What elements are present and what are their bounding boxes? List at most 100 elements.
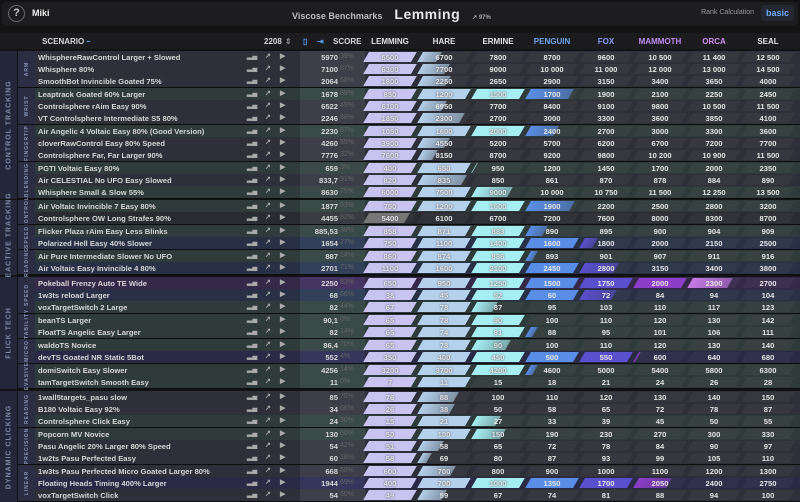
leaderboard-icon[interactable]: ▂▄ (247, 151, 258, 158)
table-row[interactable]: Polarized Hell Easy 40% Slower ▂▄ ↗ ▶ 1654 27… (35, 237, 800, 249)
play-icon[interactable]: ▶ (280, 164, 286, 171)
trend-icon[interactable]: ↗ (265, 405, 271, 412)
leaderboard-icon[interactable]: ▂▄ (247, 114, 258, 121)
play-icon[interactable]: ▶ (280, 366, 286, 373)
leaderboard-icon[interactable]: ▂▄ (247, 202, 258, 209)
leaderboard-icon[interactable]: ▂▄ (247, 393, 258, 400)
trend-icon[interactable]: ↗ (265, 491, 271, 498)
play-icon[interactable]: ▶ (280, 127, 286, 134)
trend-icon[interactable]: ↗ (265, 188, 271, 195)
play-icon[interactable]: ▶ (280, 102, 286, 109)
leaderboard-icon[interactable]: ▂▄ (247, 252, 258, 259)
leaderboard-icon[interactable]: ▂▄ (247, 366, 258, 373)
scenario-name[interactable]: FloatTS Angelic Easy Larger (38, 328, 141, 337)
sort-arrows-icon[interactable]: ⇕ (285, 37, 292, 46)
trend-icon[interactable]: ↗ (265, 328, 271, 335)
leaderboard-icon[interactable]: ▂▄ (247, 214, 258, 221)
play-icon[interactable]: ▶ (280, 393, 286, 400)
scenario-name[interactable]: tamTargetSwitch Smooth Easy (38, 378, 149, 387)
trend-icon[interactable]: ↗ (265, 264, 271, 271)
scenario-name[interactable]: 1w2ts Pasu Perfected Easy (38, 454, 136, 463)
scenario-name[interactable]: Controlsphere Far, Far Larger 90% (38, 151, 163, 160)
table-row[interactable]: voxTargetSwitch 2 Large ▂▄ ↗ ▶ 82 44% 67 78 87 95… (35, 301, 800, 313)
trend-icon[interactable]: ↗ (265, 65, 271, 72)
table-row[interactable]: Flicker Plaza rAim Easy Less Blinks ▂▄ ↗ ▶ 8… (35, 225, 800, 237)
play-icon[interactable]: ▶ (280, 227, 286, 234)
trend-icon[interactable]: ↗ (265, 53, 271, 60)
leaderboard-icon[interactable]: ▂▄ (247, 405, 258, 412)
trend-icon[interactable]: ↗ (265, 127, 271, 134)
scenario-name[interactable]: Leaptrack Goated 60% Larger (38, 90, 146, 99)
scenario-name[interactable]: Whisphere Small & Slow 55% (38, 188, 144, 197)
table-row[interactable]: PGTI Voltaic Easy 80% ▂▄ ↗ ▶ 659 3% 400 650 950 1… (35, 162, 800, 174)
scenario-name[interactable]: VT Controlsphere Intermediate S5 80% (38, 114, 178, 123)
leaderboard-icon[interactable]: ▂▄ (247, 430, 258, 437)
table-row[interactable]: B180 Voltaic Easy 92% ▂▄ ↗ ▶ 34 66% 26 38 50 58 65… (35, 403, 800, 415)
play-icon[interactable]: ▶ (280, 214, 286, 221)
leaderboard-icon[interactable]: ▂▄ (247, 164, 258, 171)
trend-icon[interactable]: ↗ (265, 239, 271, 246)
trend-icon[interactable]: ↗ (265, 467, 271, 474)
trend-icon[interactable]: ↗ (265, 279, 271, 286)
copy-icon[interactable]: ▯ (303, 37, 308, 46)
leaderboard-icon[interactable]: ▂▄ (247, 90, 258, 97)
play-icon[interactable]: ▶ (280, 65, 286, 72)
sort-icon[interactable]: − (86, 37, 91, 46)
trend-icon[interactable]: ↗ (265, 102, 271, 109)
play-icon[interactable]: ▶ (280, 151, 286, 158)
scenario-name[interactable]: Air Angelic 4 Voltaic Easy 80% (Good Ver… (38, 127, 205, 136)
trend-icon[interactable]: ↗ (265, 303, 271, 310)
table-row[interactable]: Controlsphere Far, Far Larger 90% ▂▄ ↗ ▶ 777… (35, 149, 800, 161)
table-row[interactable]: FloatTS Angelic Easy Larger ▂▄ ↗ ▶ 82 14% 65 74… (35, 326, 800, 338)
scenario-name[interactable]: 1w3ts reload Larger (38, 291, 110, 300)
scenario-name[interactable]: Floating Heads Timing 400% Larger (38, 479, 167, 488)
play-icon[interactable]: ▶ (280, 264, 286, 271)
leaderboard-icon[interactable]: ▂▄ (247, 102, 258, 109)
trend-icon[interactable]: ↗ (265, 454, 271, 461)
scenario-name[interactable]: Polarized Hell Easy 40% Slower (38, 239, 152, 248)
scenario-name[interactable]: beanTS Larger (38, 316, 92, 325)
scenario-name[interactable]: voxTargetSwitch 2 Large (38, 303, 128, 312)
play-icon[interactable]: ▶ (280, 252, 286, 259)
play-icon[interactable]: ▶ (280, 353, 286, 360)
leaderboard-icon[interactable]: ▂▄ (247, 227, 258, 234)
table-row[interactable]: cloverRawControl Easy 80% Speed ▂▄ ↗ ▶ 4260 5… (35, 137, 800, 149)
trend-icon[interactable]: ↗ (265, 479, 271, 486)
trend-icon[interactable]: ↗ (265, 77, 271, 84)
trend-icon[interactable]: ↗ (265, 378, 271, 385)
table-row[interactable]: Controlsphere Click Easy ▂▄ ↗ ▶ 24 50% 15 21 27 3… (35, 415, 800, 427)
play-icon[interactable]: ▶ (280, 442, 286, 449)
scenario-name[interactable]: devTS Goated NR Static 5Bot (38, 353, 144, 362)
table-row[interactable]: waldoTS Novice ▂▄ ↗ ▶ 86,4 70% 65 78 90 100 110 120… (35, 339, 800, 351)
play-icon[interactable]: ▶ (280, 176, 286, 183)
play-icon[interactable]: ▶ (280, 90, 286, 97)
trend-icon[interactable]: ↗ (265, 202, 271, 209)
table-row[interactable]: Air Pure Intermediate Slower No UFO ▂▄ ↗ ▶ 8… (35, 250, 800, 262)
leaderboard-icon[interactable]: ▂▄ (247, 417, 258, 424)
leaderboard-icon[interactable]: ▂▄ (247, 442, 258, 449)
trend-icon[interactable]: ↗ (265, 442, 271, 449)
table-row[interactable]: Popcorn MV Novice ▂▄ ↗ ▶ 130 60% 50 100 150 190 23… (35, 428, 800, 440)
leaderboard-icon[interactable]: ▂▄ (247, 53, 258, 60)
table-row[interactable]: Floating Heads Timing 400% Larger ▂▄ ↗ ▶ 194… (35, 477, 800, 489)
table-row[interactable]: Air Voltaic Easy Invincible 4 80% ▂▄ ↗ ▶ 270… (35, 262, 800, 274)
play-icon[interactable]: ▶ (280, 279, 286, 286)
table-row[interactable]: Pasu Angelic 20% Larger 80% Speed ▂▄ ↗ ▶ 54 4… (35, 440, 800, 452)
play-icon[interactable]: ▶ (280, 202, 286, 209)
scenario-name[interactable]: Controlsphere OW Long Strafes 90% (38, 214, 171, 223)
trend-icon[interactable]: ↗ (265, 227, 271, 234)
play-icon[interactable]: ▶ (280, 328, 286, 335)
play-icon[interactable]: ▶ (280, 405, 286, 412)
leaderboard-icon[interactable]: ▂▄ (247, 127, 258, 134)
trend-icon[interactable]: ↗ (265, 176, 271, 183)
play-icon[interactable]: ▶ (280, 291, 286, 298)
table-row[interactable]: Pokeball Frenzy Auto TE Wide ▂▄ ↗ ▶ 2250 83% 6… (35, 277, 800, 289)
trend-icon[interactable]: ↗ (265, 430, 271, 437)
play-icon[interactable]: ▶ (280, 430, 286, 437)
scenario-name[interactable]: Controlsphere Click Easy (38, 417, 131, 426)
play-icon[interactable]: ▶ (280, 303, 286, 310)
trend-icon[interactable]: ↗ (265, 291, 271, 298)
table-row[interactable]: 1w2ts Pasu Perfected Easy ▂▄ ↗ ▶ 60 18% 58 69 80… (35, 452, 800, 464)
leaderboard-icon[interactable]: ▂▄ (247, 467, 258, 474)
trend-icon[interactable]: ↗ (265, 90, 271, 97)
